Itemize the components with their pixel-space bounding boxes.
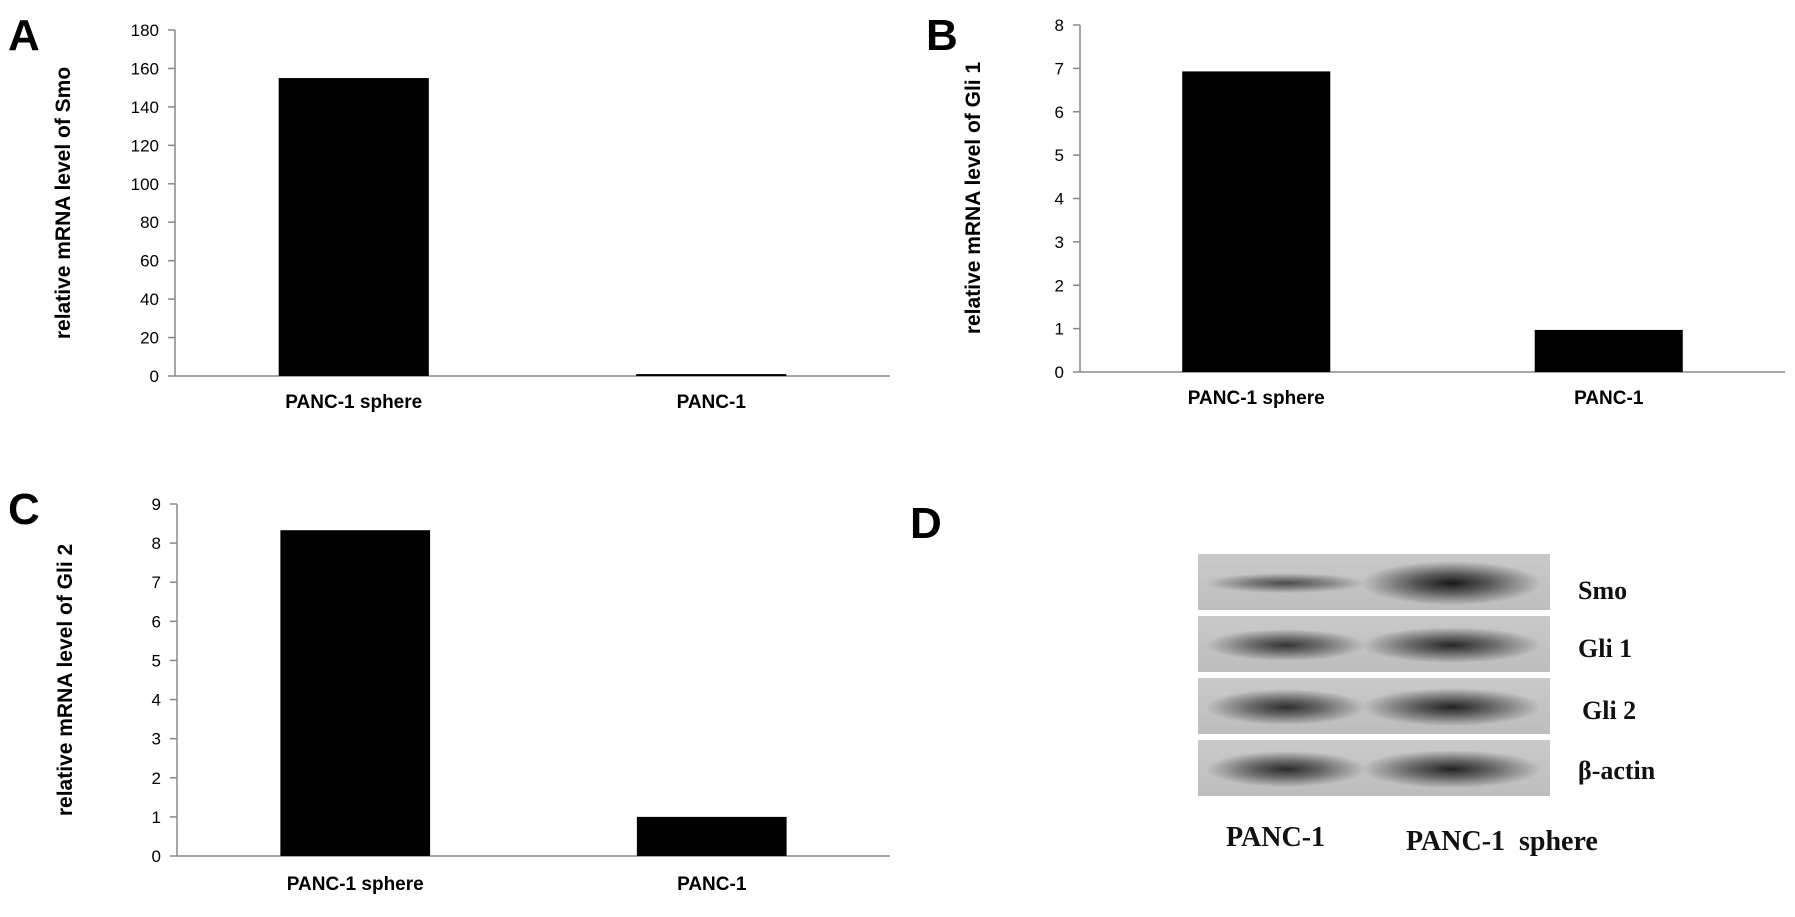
y-tick-label-b-8: 8 xyxy=(1055,16,1064,35)
category-label-a-1: PANC-1 xyxy=(677,392,747,413)
y-tick-label-b-6: 6 xyxy=(1055,103,1064,122)
category-label-c-0: PANC-1 sphere xyxy=(287,874,424,895)
blot-strip-gli1 xyxy=(1198,616,1550,672)
panel-label-c: C xyxy=(8,485,40,534)
blot-label-bactin: β-actin xyxy=(1578,756,1656,785)
y-tick-label-a-2: 40 xyxy=(140,290,159,309)
western-blot-image xyxy=(1198,554,1550,796)
y-tick-label-a-1: 20 xyxy=(140,329,159,348)
bar-b-1 xyxy=(1534,329,1683,372)
y-tick-label-c-5: 5 xyxy=(152,651,161,670)
y-tick-label-c-2: 2 xyxy=(152,769,161,788)
blot-label-gli1: Gli 1 xyxy=(1578,634,1633,663)
bar-a-1 xyxy=(636,374,787,376)
y-axis-label-b: relative mRNA level of Gli 1 xyxy=(962,62,985,335)
category-label-b-1: PANC-1 xyxy=(1574,388,1644,409)
blot-strip-gli2 xyxy=(1198,678,1550,734)
bar-c-1 xyxy=(636,816,787,856)
y-tick-label-a-3: 60 xyxy=(140,252,159,271)
category-label-b-0: PANC-1 sphere xyxy=(1188,388,1325,409)
y-tick-label-b-3: 3 xyxy=(1055,233,1064,252)
panel-label-d: D xyxy=(910,499,942,548)
y-tick-label-c-3: 3 xyxy=(152,730,161,749)
panel-label-a: A xyxy=(8,11,40,60)
blot-strip-bactin xyxy=(1198,740,1550,796)
lane-label-panc1-sphere: PANC-1 sphere xyxy=(1406,826,1598,857)
y-tick-label-b-5: 5 xyxy=(1055,146,1064,165)
y-tick-label-c-6: 6 xyxy=(152,612,161,631)
category-label-c-1: PANC-1 xyxy=(677,874,747,895)
y-tick-label-a-7: 140 xyxy=(131,98,159,117)
lane-label-panc1: PANC-1 xyxy=(1226,822,1326,853)
y-tick-label-c-0: 0 xyxy=(152,847,161,866)
bar-c-0 xyxy=(280,530,431,856)
y-tick-label-b-0: 0 xyxy=(1055,363,1064,382)
y-tick-label-b-2: 2 xyxy=(1055,276,1064,295)
y-tick-label-c-8: 8 xyxy=(152,534,161,553)
y-tick-label-a-8: 160 xyxy=(131,59,159,78)
bar-b-0 xyxy=(1182,71,1331,372)
blot-label-gli2: Gli 2 xyxy=(1582,696,1637,725)
y-tick-label-a-6: 120 xyxy=(131,136,159,155)
category-label-a-0: PANC-1 sphere xyxy=(285,392,422,413)
blot-strip-smo xyxy=(1198,554,1550,610)
panel-label-b: B xyxy=(926,11,958,60)
y-tick-label-c-4: 4 xyxy=(152,691,161,710)
y-tick-label-a-9: 180 xyxy=(131,21,159,40)
y-tick-label-c-1: 1 xyxy=(152,808,161,827)
y-tick-label-a-0: 0 xyxy=(150,367,159,386)
y-axis-label-a: relative mRNA level of Smo xyxy=(52,67,75,339)
y-tick-label-b-4: 4 xyxy=(1055,190,1064,209)
y-tick-label-a-4: 80 xyxy=(140,213,159,232)
bar-a-0 xyxy=(278,78,429,377)
blot-label-smo: Smo xyxy=(1578,576,1628,605)
y-axis-label-c: relative mRNA level of Gli 2 xyxy=(54,544,77,816)
y-tick-label-b-1: 1 xyxy=(1055,320,1064,339)
y-tick-label-c-9: 9 xyxy=(152,495,161,514)
y-tick-label-b-7: 7 xyxy=(1055,59,1064,78)
y-tick-label-a-5: 100 xyxy=(131,175,159,194)
y-tick-label-c-7: 7 xyxy=(152,573,161,592)
